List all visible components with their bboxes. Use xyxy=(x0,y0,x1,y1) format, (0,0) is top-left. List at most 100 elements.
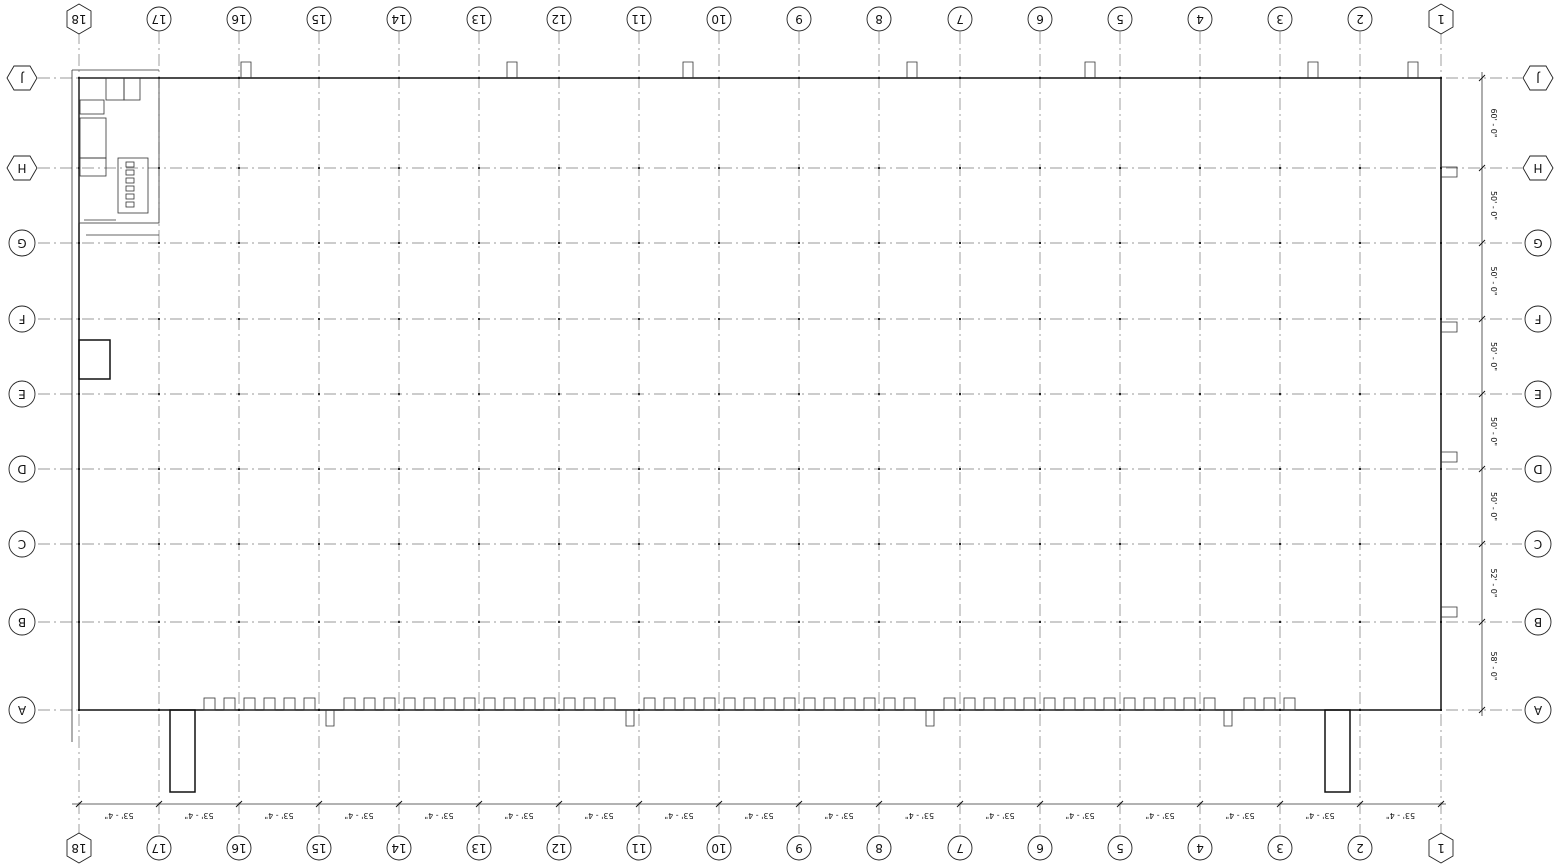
grid-bubble-circle xyxy=(466,6,492,32)
column-marker xyxy=(558,468,560,470)
column-marker xyxy=(638,543,640,545)
grid-bubble-col-top-11: 11 xyxy=(626,6,652,32)
grid-bubble-col-top-9: 9 xyxy=(786,6,812,32)
grid-bubble-label: B xyxy=(18,615,26,629)
grid-bubble-row-left-F: F xyxy=(8,305,36,333)
column-marker xyxy=(718,242,720,244)
grid-bubble-row-left-H: H xyxy=(6,155,38,181)
dock-door xyxy=(563,697,576,711)
dock-door xyxy=(263,697,276,711)
office-room xyxy=(79,117,107,159)
column-marker xyxy=(1039,621,1041,623)
bay-dimension-horizontal: 53' - 4" xyxy=(1145,811,1174,820)
dock-door xyxy=(1003,697,1016,711)
bay-dimension-horizontal: 53' - 4" xyxy=(905,811,934,820)
grid-bubble-col-top-13: 13 xyxy=(466,6,492,32)
grid-bubble-circle xyxy=(1524,380,1552,408)
bay-dimension-horizontal: 53' - 4" xyxy=(184,811,213,820)
dock-door xyxy=(1203,697,1216,711)
dock-door xyxy=(1123,697,1136,711)
grid-bubble-circle xyxy=(546,6,572,32)
dock-door xyxy=(743,697,756,711)
grid-bubble-label: G xyxy=(1533,236,1542,250)
grid-bubble-label: 15 xyxy=(311,841,326,855)
column-marker xyxy=(158,393,160,395)
bay-dimension-horizontal: 53' - 4" xyxy=(104,811,133,820)
column-marker xyxy=(1199,393,1201,395)
grid-bubble-label: 1 xyxy=(1437,841,1445,855)
grid-bubble-row-right-C: C xyxy=(1524,530,1552,558)
grid-bubble-circle xyxy=(866,6,892,32)
column-marker xyxy=(158,468,160,470)
toilet-fixture xyxy=(125,161,135,168)
column-marker xyxy=(1279,468,1281,470)
grid-bubble-label: 6 xyxy=(1036,12,1044,26)
grid-bubble-circle xyxy=(8,530,36,558)
column-marker xyxy=(878,468,880,470)
grid-lines xyxy=(38,32,1522,834)
grid-bubble-label: D xyxy=(1533,462,1542,476)
column-marker xyxy=(1199,468,1201,470)
column-marker xyxy=(718,621,720,623)
column-marker xyxy=(718,393,720,395)
column-marker xyxy=(798,318,800,320)
dimension-tick xyxy=(1437,800,1445,808)
dock-door xyxy=(583,697,596,711)
grid-bubble-label: 12 xyxy=(551,841,566,855)
dock-door xyxy=(1043,697,1056,711)
dimension-tick xyxy=(75,800,83,808)
grid-bubble-row-right-B: B xyxy=(1524,608,1552,636)
column-marker xyxy=(878,543,880,545)
column-marker xyxy=(1359,242,1361,244)
column-marker xyxy=(398,621,400,623)
column-marker xyxy=(1119,468,1121,470)
dock-door xyxy=(983,697,996,711)
dock-door xyxy=(683,697,696,711)
grid-bubble-circle xyxy=(1524,305,1552,333)
grid-bubble-col-top-4: 4 xyxy=(1187,6,1213,32)
column-marker xyxy=(1279,621,1281,623)
dock-door xyxy=(1083,697,1096,711)
column-marker xyxy=(1279,242,1281,244)
office-room xyxy=(79,157,107,177)
office-room xyxy=(105,77,125,101)
grid-bubble-row-right-G: G xyxy=(1524,229,1552,257)
column-marker xyxy=(1039,543,1041,545)
grid-bubble-circle xyxy=(8,305,36,333)
grid-bubble-circle xyxy=(8,380,36,408)
grid-bubble-row-right-F: F xyxy=(1524,305,1552,333)
grid-bubble-label: J xyxy=(20,71,25,85)
grid-bubble-circle xyxy=(1347,6,1373,32)
column-marker xyxy=(478,393,480,395)
column-marker xyxy=(959,393,961,395)
column-marker xyxy=(318,468,320,470)
grid-bubble-label: 12 xyxy=(551,12,566,26)
grid-bubble-circle xyxy=(1107,6,1133,32)
exit-stair xyxy=(1223,710,1233,727)
grid-bubble-circle xyxy=(226,6,252,32)
bay-dimension-horizontal: 53' - 4" xyxy=(824,811,853,820)
dock-door xyxy=(443,697,456,711)
dock-door xyxy=(243,697,256,711)
bay-dimension-horizontal: 53' - 4" xyxy=(985,811,1014,820)
grid-bubble-label: 5 xyxy=(1116,12,1124,26)
grid-bubble-row-left-C: C xyxy=(8,530,36,558)
grid-bubble-hex xyxy=(1522,155,1554,181)
dimension-tick xyxy=(395,800,403,808)
grid-bubble-circle xyxy=(226,835,252,861)
dock-door xyxy=(483,697,496,711)
dimension-tick xyxy=(1478,315,1486,323)
grid-bubble-label: 14 xyxy=(391,12,406,26)
grid-bubble-col-bottom-11: 11 xyxy=(626,835,652,861)
grid-bubble-circle xyxy=(947,6,973,32)
grid-bubbles: 1818171716161515141413131212111110109988… xyxy=(6,3,1554,864)
grid-bubble-col-top-8: 8 xyxy=(866,6,892,32)
exit-stair xyxy=(682,61,694,78)
grid-bubble-label: H xyxy=(17,161,26,175)
grid-bubble-circle xyxy=(626,835,652,861)
grid-bubble-circle xyxy=(866,835,892,861)
dock-door xyxy=(703,697,716,711)
column-marker xyxy=(638,393,640,395)
bay-dimension-horizontal: 53' - 4" xyxy=(1305,811,1334,820)
grid-bubble-col-top-6: 6 xyxy=(1027,6,1053,32)
